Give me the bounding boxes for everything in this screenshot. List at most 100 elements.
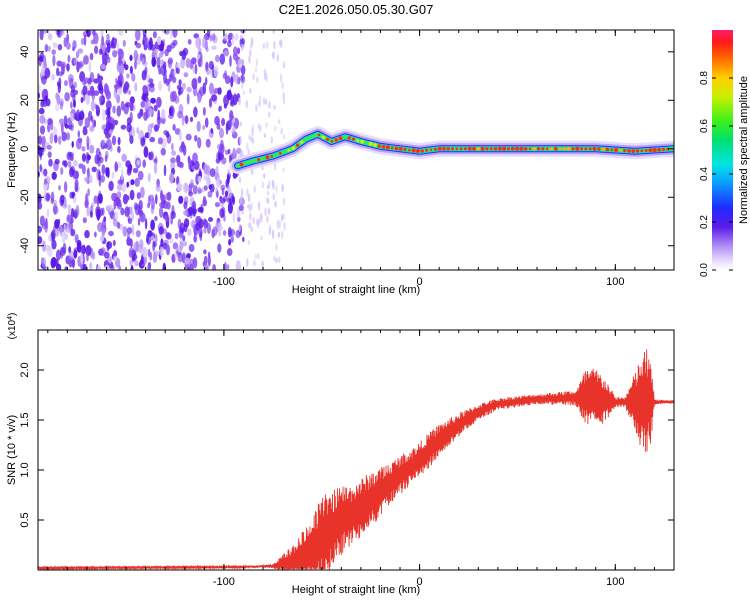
noise-speckle (235, 260, 241, 270)
colorbar-tick-label: 0.8 (699, 71, 710, 85)
noise-speckle (166, 79, 170, 87)
noise-speckle (166, 244, 170, 256)
signal-core-dot (623, 149, 627, 153)
noise-speckle (205, 138, 211, 148)
noise-speckle (207, 255, 211, 267)
noise-speckle (202, 199, 208, 207)
noise-speckle (267, 206, 271, 216)
signal-core-dot (253, 159, 256, 162)
signal-core-dot (451, 147, 454, 151)
noise-speckle (47, 122, 51, 133)
noise-speckle (219, 208, 223, 217)
noise-speckle (59, 100, 64, 110)
noise-speckle (139, 212, 146, 223)
noise-speckle (150, 219, 156, 231)
noise-speckle (158, 80, 163, 92)
noise-speckle (170, 210, 176, 220)
noise-speckle (178, 195, 184, 204)
noise-speckle (150, 235, 155, 241)
noise-speckle (189, 179, 194, 188)
noise-speckle (129, 54, 133, 62)
noise-speckle (61, 232, 66, 244)
noise-speckle (116, 183, 123, 191)
noise-speckle (89, 262, 93, 270)
signal-core-dot (420, 149, 424, 153)
noise-speckle (58, 71, 64, 77)
signal-core-dot (300, 140, 304, 144)
noise-speckle (252, 73, 255, 81)
noise-speckle (85, 245, 92, 257)
noise-speckle (159, 202, 164, 208)
noise-speckle (84, 199, 89, 209)
noise-speckle (179, 222, 185, 234)
noise-speckle (72, 94, 76, 103)
noise-speckle (255, 58, 258, 67)
noise-speckle (214, 202, 220, 208)
signal-core-dot (403, 147, 407, 151)
noise-speckle (70, 101, 73, 109)
x-tick-label: -100 (213, 576, 235, 588)
noise-speckle (148, 78, 154, 84)
noise-speckle (74, 179, 79, 188)
noise-speckle (157, 35, 162, 46)
noise-speckle (186, 267, 191, 270)
x-tick-label: -100 (213, 276, 235, 288)
noise-speckle (98, 48, 103, 55)
noise-speckle (281, 230, 284, 240)
noise-speckle (66, 42, 71, 50)
noise-speckle (110, 261, 114, 269)
noise-speckle (241, 210, 244, 215)
signal-core-dot (385, 145, 390, 150)
noise-speckle (43, 97, 48, 108)
noise-speckle (253, 259, 256, 267)
noise-speckle (219, 143, 225, 155)
noise-speckle (252, 137, 255, 145)
noise-speckle (240, 64, 246, 76)
noise-speckle (122, 226, 128, 237)
noise-speckle (202, 82, 207, 95)
signal-core-dot (265, 155, 270, 160)
noise-speckle (165, 192, 171, 201)
colorbar-ticks: 0.0 0.2 0.4 0.6 0.8 (699, 71, 733, 277)
noise-speckle (67, 160, 72, 168)
noise-speckle (149, 251, 152, 261)
noise-speckle (157, 137, 163, 145)
noise-speckle (146, 235, 152, 245)
noise-speckle (266, 184, 270, 190)
snr-frame (37, 329, 675, 571)
noise-speckle (105, 205, 111, 212)
noise-speckle (242, 236, 245, 243)
signal-core-dot (351, 137, 356, 141)
noise-speckle (60, 194, 65, 201)
noise-speckle (98, 170, 101, 181)
noise-speckle (43, 178, 48, 185)
noise-speckle (97, 73, 100, 79)
signal-core-dot (278, 151, 282, 155)
signal-core-dot (239, 162, 244, 167)
noise-speckle (194, 135, 198, 142)
signal-core-dot (485, 147, 489, 151)
noise-speckle (211, 45, 217, 51)
noise-speckle (227, 173, 230, 185)
noise-speckle (66, 63, 70, 72)
noise-speckle (70, 228, 75, 237)
noise-speckle (150, 97, 157, 104)
noise-speckle (199, 231, 203, 242)
signal-core-dot (270, 155, 274, 158)
noise-speckle (54, 104, 60, 111)
signal-core-dot (304, 137, 309, 142)
noise-speckle (215, 54, 220, 63)
noise-speckle (115, 42, 120, 49)
y-tick-label: -40 (19, 238, 31, 254)
signal-core-dot (416, 149, 420, 153)
signal-core-dot (347, 136, 352, 140)
noise-speckle (226, 248, 233, 256)
noise-speckle (134, 260, 139, 267)
noise-speckle (272, 192, 275, 201)
noise-speckle (272, 30, 275, 34)
noise-speckle (230, 235, 235, 243)
noise-speckle (117, 137, 121, 146)
noise-speckle (222, 195, 228, 202)
noise-speckle (128, 89, 131, 96)
noise-speckle (90, 39, 95, 45)
